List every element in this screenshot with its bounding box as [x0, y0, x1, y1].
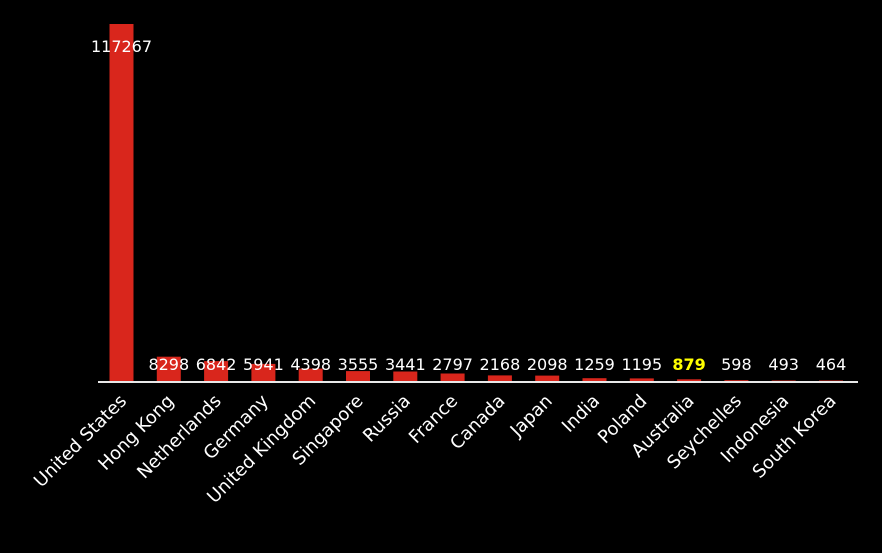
- value-label-australia: 879: [672, 355, 705, 374]
- bar-united-states: [109, 24, 134, 382]
- value-label-south-korea: 464: [816, 355, 847, 374]
- bar-netherlands: [204, 361, 229, 382]
- bar-hong-kong: [156, 356, 181, 382]
- value-label-netherlands: 6842: [196, 355, 237, 374]
- value-label-russia: 3441: [385, 355, 426, 374]
- value-labels-group: 117267 8298 6842 5941 4398 3555 3441 2797 2168 20…: [91, 37, 846, 374]
- value-label-japan: 2098: [527, 355, 568, 374]
- bar-france: [440, 373, 465, 382]
- bar-singapore: [346, 371, 370, 382]
- bar-germany: [251, 363, 276, 382]
- value-label-united-kingdom: 4398: [290, 355, 331, 374]
- bars-group: [109, 24, 843, 382]
- value-label-hong-kong: 8298: [148, 355, 189, 374]
- category-label-russia: Russia: [359, 391, 415, 447]
- value-label-singapore: 3555: [338, 355, 379, 374]
- bar-united-kingdom: [298, 368, 323, 382]
- value-label-united-states: 117267: [91, 37, 152, 56]
- value-label-india: 1259: [574, 355, 615, 374]
- bar-india: [582, 378, 607, 382]
- bar-russia: [393, 371, 418, 382]
- bar-australia: [677, 379, 702, 382]
- value-label-germany: 5941: [243, 355, 284, 374]
- category-label-japan: Japan: [506, 391, 557, 442]
- category-label-south-korea: South Korea: [749, 391, 841, 483]
- bar-japan: [535, 375, 560, 382]
- value-label-poland: 1195: [621, 355, 662, 374]
- value-label-seychelles: 598: [721, 355, 752, 374]
- bar-poland: [629, 378, 654, 382]
- value-label-france: 2797: [432, 355, 473, 374]
- value-label-canada: 2168: [480, 355, 521, 374]
- value-label-indonesia: 493: [768, 355, 799, 374]
- bar-canada: [487, 375, 512, 382]
